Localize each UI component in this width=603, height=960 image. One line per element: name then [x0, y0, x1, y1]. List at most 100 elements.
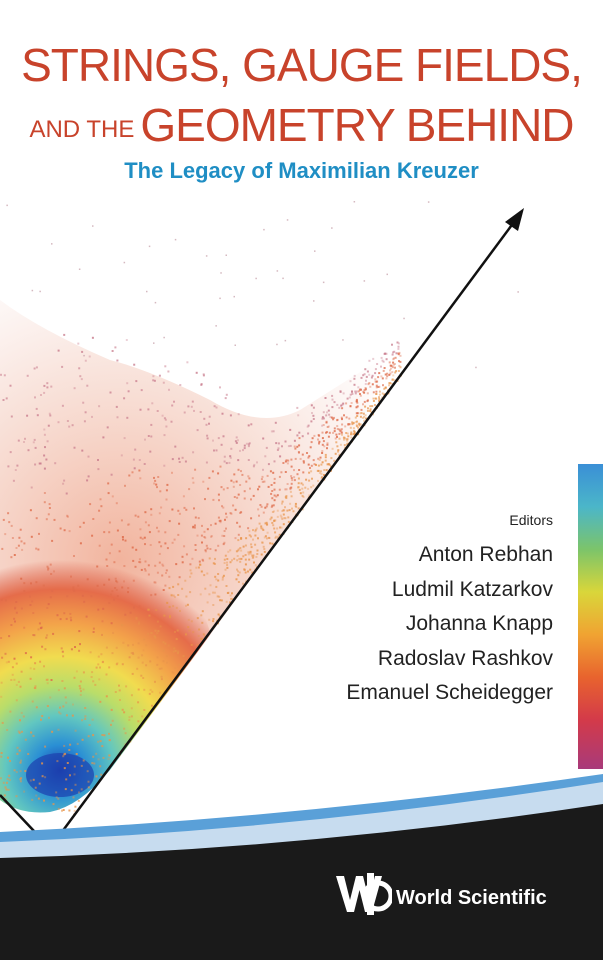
scatter-dot: [347, 423, 350, 426]
scatter-dot: [41, 645, 44, 648]
scatter-dot: [281, 500, 284, 503]
scatter-dot: [384, 386, 387, 389]
scatter-dot: [4, 599, 7, 602]
scatter-dot: [273, 519, 276, 522]
scatter-dot: [219, 297, 221, 300]
scatter-dot: [91, 415, 93, 418]
scatter-dot: [243, 447, 246, 450]
scatter-dot: [300, 482, 303, 485]
scatter-dot: [72, 703, 74, 706]
scatter-dot: [171, 404, 174, 407]
scatter-dot: [277, 447, 280, 450]
scatter-dot: [315, 463, 317, 466]
scatter-dot: [274, 536, 277, 539]
diagonal-arrow-line: [48, 217, 519, 849]
scatter-dot: [368, 373, 371, 376]
scatter-dot: [333, 430, 336, 433]
scatter-dot: [219, 465, 222, 468]
scatter-dot: [375, 386, 378, 389]
scatter-dot: [57, 807, 60, 810]
scatter-dot: [318, 442, 320, 445]
scatter-dot: [108, 552, 111, 555]
scatter-dot: [261, 541, 264, 544]
scatter-dot: [253, 463, 256, 466]
scatter-dot: [191, 400, 194, 403]
scatter-dot: [70, 648, 73, 651]
scatter-dot: [293, 479, 296, 482]
scatter-dot: [34, 687, 37, 690]
scatter-dot: [51, 730, 54, 733]
scatter-dot: [189, 569, 192, 572]
scatter-dot: [135, 548, 138, 551]
scatter-dot: [73, 589, 76, 592]
scatter-dot: [337, 450, 339, 453]
scatter-dot: [158, 667, 161, 670]
scatter-dot: [287, 516, 290, 519]
scatter-dot: [360, 408, 363, 411]
scatter-dot: [209, 584, 212, 587]
scatter-dot: [240, 549, 243, 552]
scatter-dot: [0, 373, 2, 376]
scatter-dot: [223, 530, 226, 532]
scatter-dot: [20, 730, 23, 733]
scatter-dot: [312, 484, 315, 487]
scatter-dot: [282, 277, 284, 280]
scatter-dot: [68, 749, 71, 751]
scatter-dot: [42, 584, 45, 587]
scatter-dot: [334, 437, 337, 440]
scatter-dot: [80, 764, 83, 767]
scatter-dot: [152, 379, 155, 382]
scatter-dot: [271, 511, 274, 513]
scatter-dot: [55, 791, 58, 794]
scatter-dot: [259, 504, 262, 506]
scatter-dot: [163, 614, 166, 617]
scatter-dot: [232, 481, 235, 484]
scatter-dot: [15, 601, 18, 603]
scatter-dot: [69, 612, 72, 615]
scatter-dot: [232, 485, 235, 488]
scatter-dot: [273, 477, 276, 480]
scatter-dot: [343, 414, 345, 417]
scatter-dot: [78, 367, 81, 370]
scatter-dot: [204, 587, 207, 590]
scatter-dot: [108, 739, 111, 742]
scatter-dot: [294, 457, 297, 460]
scatter-dot: [277, 442, 280, 445]
scatter-dot: [137, 701, 140, 704]
scatter-dot: [43, 454, 46, 457]
scatter-dot: [274, 531, 277, 534]
scatter-dot: [135, 616, 138, 619]
scatter-dot: [20, 607, 23, 610]
scatter-dot: [321, 450, 324, 453]
scatter-dot: [366, 370, 369, 373]
scatter-dot: [156, 526, 158, 529]
scatter-dot: [159, 625, 162, 628]
scatter-dot: [170, 594, 173, 597]
scatter-dot: [201, 610, 204, 613]
scatter-dot: [111, 590, 114, 593]
scatter-dot: [86, 578, 89, 581]
scatter-dot: [34, 786, 37, 789]
scatter-dot: [285, 459, 288, 462]
scatter-dot: [26, 374, 29, 377]
scatter-dot: [326, 411, 328, 414]
scatter-dot: [74, 729, 77, 732]
scatter-dot: [242, 555, 245, 558]
scatter-dot: [341, 433, 343, 436]
editors-label: Editors: [509, 512, 553, 528]
scatter-dot: [133, 606, 135, 609]
scatter-dot: [324, 453, 327, 456]
scatter-dot: [238, 557, 241, 560]
scatter-dot: [95, 666, 98, 669]
scatter-dot: [159, 691, 162, 694]
scatter-dot: [158, 552, 161, 555]
scatter-dot: [34, 463, 37, 466]
scatter-dot: [23, 626, 26, 629]
scatter-dot: [8, 521, 11, 524]
scatter-dot: [356, 412, 359, 415]
scatter-dot: [218, 615, 221, 618]
scatter-dot: [43, 665, 45, 668]
scatter-dot: [354, 390, 357, 393]
scatter-dot: [258, 514, 260, 517]
scatter-dot: [115, 663, 118, 666]
